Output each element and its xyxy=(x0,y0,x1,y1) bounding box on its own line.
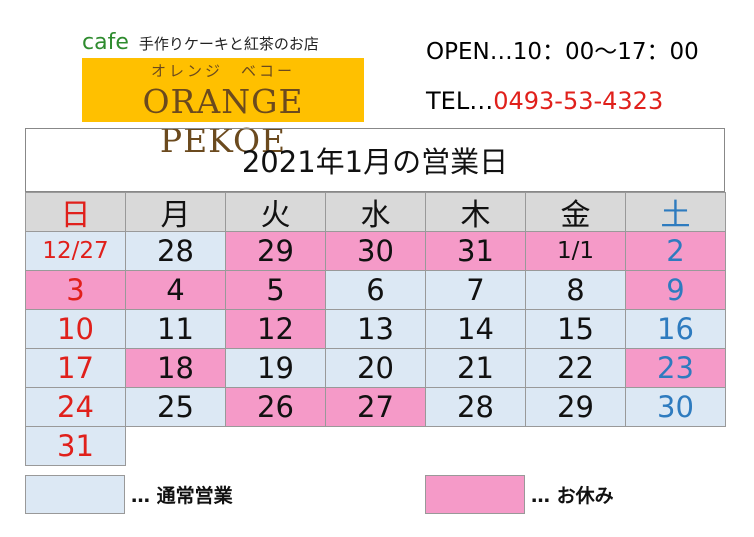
day-cell: 12/27 xyxy=(25,231,126,271)
cafe-tagline: 手作りケーキと紅茶のお店 xyxy=(138,35,319,53)
legend-open-swatch xyxy=(25,475,125,514)
day-cell: 24 xyxy=(25,387,126,427)
day-cell: 3 xyxy=(25,270,126,310)
day-cell: 25 xyxy=(125,387,226,427)
empty-cell xyxy=(525,426,626,466)
day-cell: 28 xyxy=(125,231,226,271)
empty-cell xyxy=(625,426,726,466)
day-cell: 29 xyxy=(525,387,626,427)
day-cell: 27 xyxy=(325,387,426,427)
day-cell: 19 xyxy=(225,348,326,388)
day-cell: 18 xyxy=(125,348,226,388)
day-cell: 14 xyxy=(425,309,526,349)
tel-number: 0493-53-4323 xyxy=(493,87,664,115)
empty-cell xyxy=(425,426,526,466)
day-cell: 9 xyxy=(625,270,726,310)
weekday-header: 水 xyxy=(325,192,426,233)
empty-cell xyxy=(325,426,426,466)
telephone: TEL…0493-53-4323 xyxy=(426,87,663,115)
day-cell: 2 xyxy=(625,231,726,271)
day-cell: 13 xyxy=(325,309,426,349)
weekday-header: 火 xyxy=(225,192,326,233)
day-cell: 22 xyxy=(525,348,626,388)
day-cell: 8 xyxy=(525,270,626,310)
weekday-header: 金 xyxy=(525,192,626,233)
day-cell: 31 xyxy=(425,231,526,271)
legend-closed-label: … お休み xyxy=(531,485,614,507)
day-cell: 23 xyxy=(625,348,726,388)
day-cell: 12 xyxy=(225,309,326,349)
logo-name: ORANGE PEKOE xyxy=(142,82,304,160)
day-cell: 16 xyxy=(625,309,726,349)
day-cell: 5 xyxy=(225,270,326,310)
weekday-header: 土 xyxy=(625,192,726,233)
cafe-line: cafe 手作りケーキと紅茶のお店 xyxy=(82,30,319,56)
day-cell: 17 xyxy=(25,348,126,388)
day-cell: 21 xyxy=(425,348,526,388)
day-cell: 30 xyxy=(625,387,726,427)
day-cell: 31 xyxy=(25,426,126,466)
day-cell: 7 xyxy=(425,270,526,310)
empty-cell xyxy=(125,426,226,466)
day-cell: 4 xyxy=(125,270,226,310)
day-cell: 1/1 xyxy=(525,231,626,271)
cafe-word: cafe xyxy=(82,30,129,55)
calendar: 2021年1月の営業日 日月火水木金土 12/27 28 29 30 31 1/1 2 3 4 5 6… xyxy=(25,128,726,466)
legend-closed-swatch xyxy=(425,475,525,514)
day-cell: 26 xyxy=(225,387,326,427)
tel-label: TEL… xyxy=(426,87,494,115)
day-cell: 20 xyxy=(325,348,426,388)
day-cell: 6 xyxy=(325,270,426,310)
day-cell: 11 xyxy=(125,309,226,349)
logo: オレンジ ベコー ORANGE PEKOE xyxy=(82,58,364,160)
day-cell: 29 xyxy=(225,231,326,271)
legend-open-label: … 通常営業 xyxy=(131,485,233,507)
day-cell: 15 xyxy=(525,309,626,349)
opening-hours: OPEN…10：00〜17：00 xyxy=(426,39,699,65)
logo-kana: オレンジ ベコー xyxy=(150,62,295,80)
weekday-header: 木 xyxy=(425,192,526,233)
calendar-grid: 日月火水木金土 12/27 28 29 30 31 1/1 2 3 4 5 6 7 8 9 10 11 12 13 1… xyxy=(25,192,726,466)
day-cell: 10 xyxy=(25,309,126,349)
day-cell: 30 xyxy=(325,231,426,271)
weekday-header: 月 xyxy=(125,192,226,233)
weekday-header: 日 xyxy=(25,192,126,233)
legend-closed: … お休み xyxy=(425,475,614,514)
legend-open: … 通常営業 xyxy=(25,475,233,514)
day-cell: 28 xyxy=(425,387,526,427)
empty-cell xyxy=(225,426,326,466)
calendar-title: 2021年1月の営業日 xyxy=(25,128,725,192)
